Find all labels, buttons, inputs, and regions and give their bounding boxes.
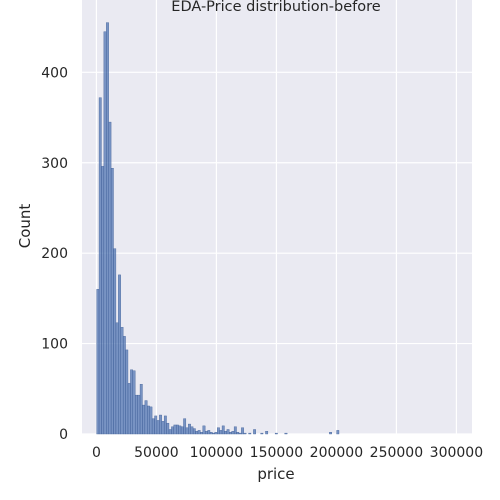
histogram-bar (238, 432, 242, 435)
histogram-bar (147, 405, 150, 435)
histogram-bar (200, 432, 203, 435)
x-tick-labels: 0 50000 100000 150000 200000 250000 300000 (92, 445, 483, 461)
histogram-bar (243, 432, 247, 435)
histogram-bar (98, 97, 102, 435)
histogram-bar (113, 248, 117, 435)
histogram-bar (168, 429, 172, 435)
histogram-bar (260, 432, 264, 435)
histogram-bar (139, 384, 143, 435)
histogram-bar (101, 166, 105, 435)
histogram-bar (142, 404, 146, 435)
histogram-bars (96, 22, 340, 435)
histogram-bar (156, 420, 160, 435)
x-tick-label: 300000 (430, 445, 483, 461)
y-tick-labels: 0 100 200 300 400 (41, 65, 68, 443)
histogram-bar (171, 426, 174, 435)
histogram-bar (151, 418, 155, 435)
histogram-bar (149, 406, 153, 435)
histogram-bar (236, 432, 240, 435)
histogram-bar (130, 369, 133, 435)
histogram-bar (265, 431, 269, 435)
histogram-bar (231, 431, 235, 435)
histogram-bar (329, 432, 332, 435)
histogram-bar (192, 428, 196, 435)
histogram-bar (226, 429, 230, 435)
y-tick-label: 300 (41, 156, 68, 172)
histogram-bar (212, 432, 215, 435)
histogram-bar (106, 22, 109, 435)
histogram-bar (110, 168, 114, 435)
histogram-bar (241, 427, 244, 435)
histogram-bar (219, 430, 223, 435)
histogram-bar (127, 383, 131, 435)
x-tick-label: 100000 (190, 445, 243, 461)
y-tick-label: 100 (41, 337, 68, 353)
histogram-bar (108, 121, 112, 435)
histogram-bar (188, 423, 191, 435)
y-tick-label: 400 (41, 65, 68, 81)
histogram-bar (120, 327, 124, 435)
histogram-bar (221, 425, 225, 435)
histogram-bar (284, 432, 288, 435)
histogram-bar (217, 427, 220, 435)
histogram-bar (197, 430, 201, 435)
histogram-bar (163, 415, 167, 435)
histogram-bar (204, 431, 208, 435)
histogram-bar (125, 349, 129, 435)
chart-title: EDA-Price distribution-before (171, 0, 380, 15)
histogram-bar (103, 31, 107, 435)
histogram-bar (183, 418, 187, 435)
histogram-bar (336, 430, 340, 435)
histogram-bar (185, 427, 189, 435)
y-axis-label: Count (16, 204, 34, 249)
histogram-bar (115, 322, 119, 435)
histogram-bar (96, 289, 100, 435)
histogram-bar (248, 432, 252, 435)
histogram-bar (122, 336, 126, 435)
x-tick-label: 200000 (310, 445, 363, 461)
histogram-bar (274, 432, 278, 435)
histogram-bar (214, 432, 218, 435)
histogram-bar (161, 421, 165, 435)
histogram-bar (159, 414, 162, 435)
histogram-bar (132, 370, 136, 435)
histogram-bar (178, 425, 182, 435)
histogram-bar (144, 400, 148, 435)
histogram-bar (137, 394, 141, 435)
x-tick-label: 50000 (134, 445, 179, 461)
y-tick-label: 0 (59, 427, 68, 443)
x-tick-label: 250000 (370, 445, 423, 461)
histogram-bar (253, 429, 256, 435)
histogram-bar (224, 431, 228, 435)
histogram-bar (166, 422, 170, 435)
x-axis-label: price (257, 465, 294, 483)
histogram-bar (173, 424, 177, 435)
histogram-bar (233, 426, 237, 435)
histogram-bar (195, 431, 199, 435)
histogram-bar (118, 274, 121, 435)
histogram-bar (190, 426, 194, 435)
x-tick-label: 150000 (250, 445, 303, 461)
y-tick-label: 200 (41, 246, 68, 262)
histogram-bar (135, 394, 138, 435)
histogram-bar (180, 426, 184, 435)
x-tick-label: 0 (92, 445, 101, 461)
histogram-bar (207, 430, 211, 435)
histogram-bar (202, 425, 206, 435)
histogram-bar (176, 424, 179, 435)
histogram-bar (154, 415, 158, 435)
histogram-bar (229, 432, 232, 435)
histogram-bar (209, 432, 213, 435)
